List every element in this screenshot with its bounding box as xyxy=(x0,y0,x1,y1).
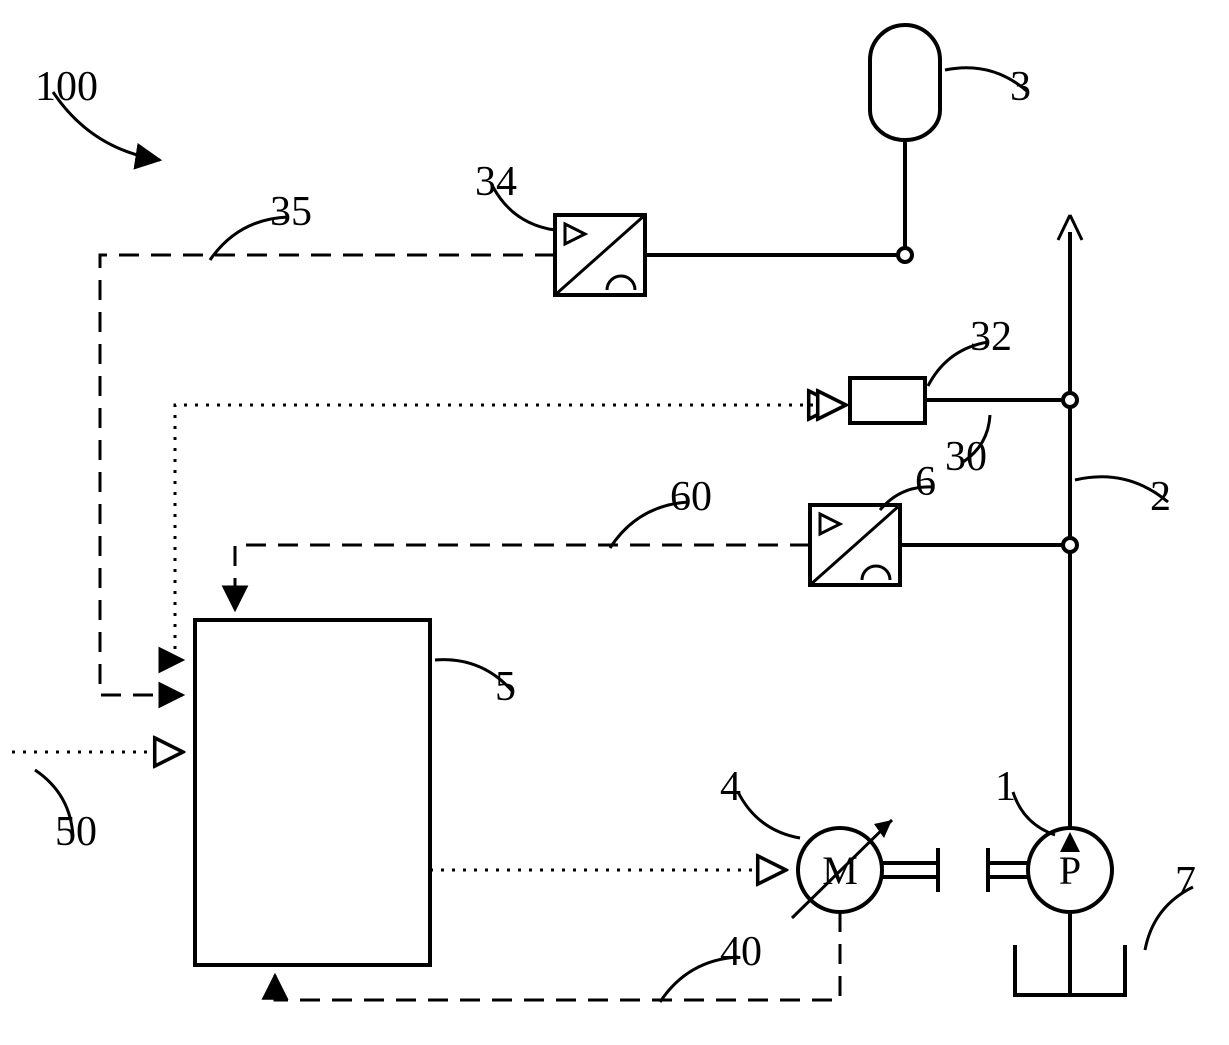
ref-label: 30 xyxy=(945,434,987,480)
ref-label: 4 xyxy=(720,764,741,810)
ref-label: 34 xyxy=(475,159,517,205)
schematic-canvas: P M 100 35 34 3 32 306 60 2 5 50 4 1 7 40 xyxy=(0,0,1229,1045)
ref-label: 7 xyxy=(1175,859,1196,905)
sensor-6 xyxy=(810,505,900,585)
ref-label: 100 xyxy=(35,64,98,110)
ref-label: 6 xyxy=(915,459,936,505)
controller-block xyxy=(195,620,430,965)
sensor-34 xyxy=(555,215,645,295)
accumulator xyxy=(870,25,940,140)
ref-label: 1 xyxy=(995,764,1016,810)
motor: M xyxy=(792,820,892,918)
pump: P xyxy=(1028,828,1112,912)
ref-label: 3 xyxy=(1010,64,1031,110)
ref-label: 60 xyxy=(670,474,712,520)
valve xyxy=(850,378,925,423)
label-leader xyxy=(738,792,800,838)
ref-label: 35 xyxy=(270,189,312,235)
pump-label: P xyxy=(1059,848,1081,893)
ref-label: 50 xyxy=(55,809,97,855)
ref-label: 40 xyxy=(720,929,762,975)
label-leader xyxy=(1013,792,1055,835)
ref-label: 5 xyxy=(495,664,516,710)
ref-label: 32 xyxy=(970,314,1012,360)
ref-label: 2 xyxy=(1150,474,1171,520)
